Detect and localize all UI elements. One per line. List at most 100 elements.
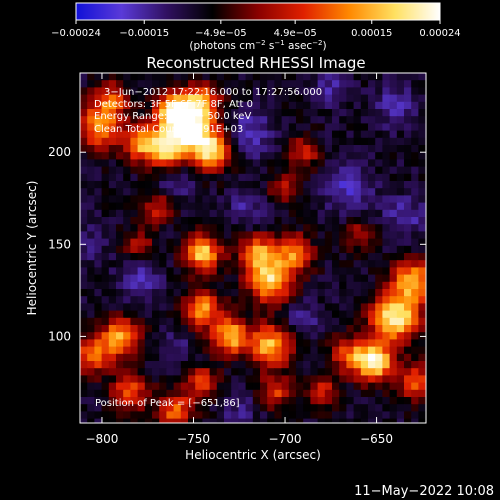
heatmap-cell [375, 238, 383, 247]
heatmap-cell [339, 325, 347, 333]
heatmap-cell [288, 339, 297, 348]
heatmap-cell [411, 209, 419, 218]
heatmap-cell [339, 418, 347, 423]
heatmap-cell [209, 332, 218, 340]
heatmap-cell [180, 116, 189, 124]
heatmap-cell [195, 181, 203, 189]
heatmap-cell [389, 130, 398, 139]
heatmap-cell [353, 389, 362, 398]
heatmap-cell [87, 209, 95, 218]
heatmap-cell [310, 325, 319, 333]
heatmap-cell [173, 289, 182, 297]
heatmap-cell [389, 411, 398, 420]
heatmap-cell [245, 109, 254, 117]
heatmap-cell [116, 317, 124, 326]
heatmap-cell [396, 317, 405, 326]
heatmap-cell [195, 130, 203, 139]
heatmap-cell [303, 159, 311, 168]
heatmap-cell [411, 389, 419, 398]
heatmap-cell [166, 109, 175, 117]
heatmap-cell [202, 231, 211, 240]
heatmap-cell [404, 274, 412, 283]
heatmap-cell [375, 296, 383, 304]
heatmap-cell [281, 253, 290, 261]
heatmap-cell [130, 339, 139, 348]
heatmap-cell [303, 181, 311, 189]
heatmap-cell [130, 195, 139, 204]
heatmap-cell [375, 181, 383, 189]
heatmap-cell [411, 303, 419, 312]
heatmap-cell [260, 274, 268, 283]
heatmap-cell [87, 382, 95, 391]
heatmap-cell [245, 188, 254, 196]
heatmap-cell [173, 404, 182, 412]
heatmap-cell [346, 361, 355, 369]
heatmap-cell [238, 209, 247, 218]
heatmap-cell [137, 73, 146, 81]
heatmap-cell [310, 159, 319, 168]
heatmap-cell [252, 289, 261, 297]
heatmap-cell [375, 130, 383, 139]
heatmap-cell [332, 238, 340, 247]
heatmap-cell [368, 296, 376, 304]
heatmap-cell [288, 209, 297, 218]
heatmap-cell [339, 382, 347, 391]
heatmap-cell [245, 101, 254, 110]
heatmap-cell [346, 346, 355, 355]
heatmap-cell [245, 94, 254, 103]
heatmap-cell [396, 281, 405, 290]
heatmap-cell [267, 346, 275, 355]
heatmap-cell [404, 224, 412, 232]
heatmap-cell [281, 368, 290, 376]
heatmap-cell [224, 289, 232, 297]
heatmap-cell [152, 418, 160, 423]
heatmap-cell [339, 361, 347, 369]
heatmap-cell [152, 195, 160, 204]
heatmap-cell [296, 116, 304, 124]
heatmap-cell [94, 245, 103, 254]
heatmap-cell [288, 325, 297, 333]
heatmap-cell [332, 195, 340, 204]
heatmap-cell [123, 173, 131, 182]
heatmap-cell [202, 166, 211, 175]
heatmap-cell [274, 289, 283, 297]
heatmap-cell [360, 353, 369, 362]
heatmap-cell [137, 418, 146, 423]
heatmap-cell [411, 202, 419, 211]
heatmap-cell [130, 303, 139, 312]
heatmap-cell [368, 418, 376, 423]
heatmap-cell [130, 389, 139, 398]
heatmap-cell [332, 289, 340, 297]
heatmap-cell [411, 217, 419, 225]
heatmap-cell [375, 368, 383, 376]
heatmap-cell [159, 238, 167, 247]
heatmap-cell [274, 296, 283, 304]
heatmap-cell [231, 303, 239, 312]
heatmap-cell [353, 166, 362, 175]
heatmap-cell [94, 217, 103, 225]
heatmap-cell [87, 173, 95, 182]
heatmap-cell [303, 109, 311, 117]
heatmap-cell [389, 238, 398, 247]
heatmap-cell [303, 224, 311, 232]
heatmap-cell [375, 217, 383, 225]
heatmap-cell [130, 267, 139, 276]
heatmap-cell [404, 73, 412, 81]
heatmap-cell [152, 260, 160, 268]
heatmap-cell [375, 260, 383, 268]
heatmap-cell [274, 238, 283, 247]
heatmap-cell [267, 289, 275, 297]
heatmap-cell [188, 245, 196, 254]
heatmap-image [80, 73, 426, 423]
heatmap-cell [404, 195, 412, 204]
heatmap-cell [418, 353, 426, 362]
heatmap-cell [346, 253, 355, 261]
heatmap-cell [224, 195, 232, 204]
heatmap-cell [425, 310, 426, 319]
heatmap-cell [116, 404, 124, 412]
heatmap-cell [137, 152, 146, 160]
heatmap-cell [87, 80, 95, 88]
heatmap-cell [94, 166, 103, 175]
heatmap-cell [267, 94, 275, 103]
heatmap-cell [389, 159, 398, 168]
